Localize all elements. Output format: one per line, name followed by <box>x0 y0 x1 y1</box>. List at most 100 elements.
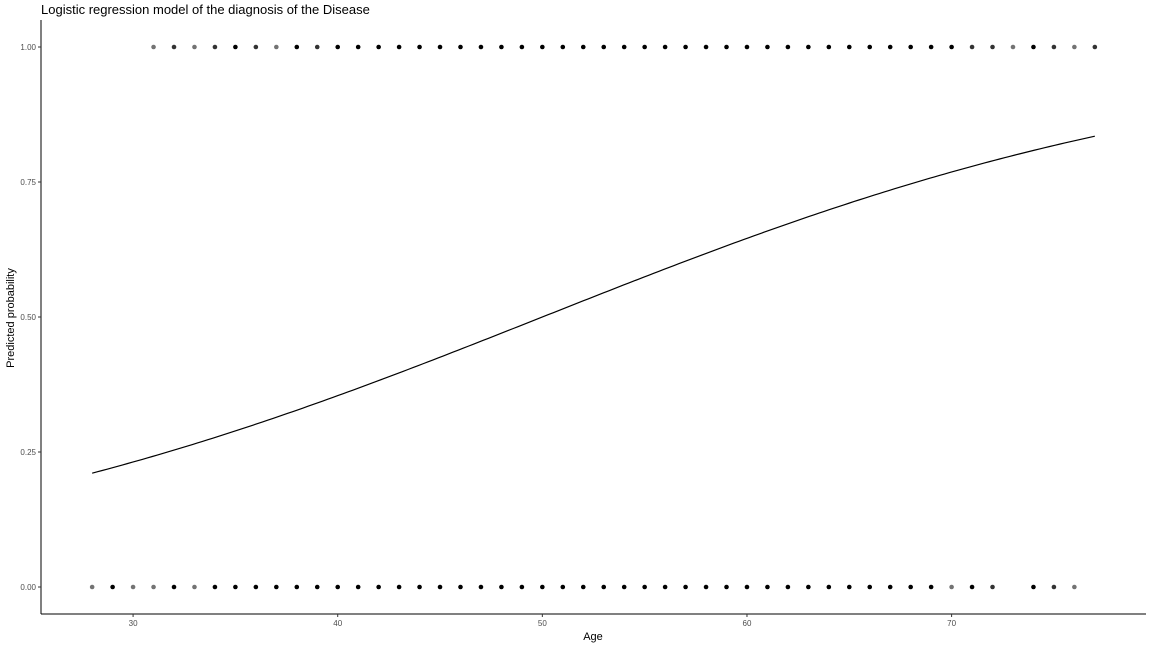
x-tick-label-40: 40 <box>333 619 342 628</box>
data-point-y1-age-51 <box>560 44 566 50</box>
data-point-y0-age-54 <box>621 584 627 590</box>
data-point-y1-age-71 <box>969 44 975 50</box>
x-axis-title: Age <box>583 631 603 643</box>
data-point-y1-age-34 <box>212 44 218 50</box>
data-point-y0-age-43 <box>396 584 402 590</box>
data-point-y0-age-59 <box>724 584 729 590</box>
data-point-y0-age-48 <box>499 584 504 590</box>
data-point-y1-age-48 <box>499 44 504 50</box>
data-point-y0-age-75 <box>1051 584 1057 590</box>
data-point-y1-age-75 <box>1051 44 1057 50</box>
data-point-y1-age-73 <box>1010 44 1016 50</box>
chart-title: Logistic regression model of the diagnos… <box>41 2 370 17</box>
data-point-y0-age-28 <box>89 584 95 590</box>
data-point-y0-age-45 <box>437 584 443 590</box>
data-point-y1-age-52 <box>580 44 586 50</box>
y-tick-label-1: 1.00 <box>20 43 36 52</box>
data-point-y1-age-39 <box>314 44 320 50</box>
data-point-y1-age-61 <box>765 44 770 50</box>
x-tick-label-60: 60 <box>743 619 752 628</box>
data-point-y1-age-42 <box>376 44 381 50</box>
data-point-y0-age-42 <box>376 584 381 590</box>
data-point-y1-age-68 <box>908 44 913 50</box>
data-point-y1-age-62 <box>785 44 791 50</box>
data-point-y0-age-38 <box>294 584 300 590</box>
data-point-y0-age-57 <box>683 584 688 590</box>
data-point-y1-age-54 <box>621 44 627 50</box>
data-point-y0-age-51 <box>560 584 566 590</box>
y-axis-title: Predicted probability <box>5 268 17 368</box>
data-point-y0-age-32 <box>171 584 177 590</box>
logistic-fit-curve <box>92 135 1095 474</box>
data-point-y0-age-62 <box>785 584 791 590</box>
data-point-y1-age-59 <box>724 44 729 50</box>
data-point-y1-age-58 <box>703 44 709 50</box>
data-point-y1-age-50 <box>540 44 545 50</box>
data-point-y1-age-33 <box>192 44 197 50</box>
data-point-y1-age-38 <box>294 44 300 50</box>
data-point-y1-age-69 <box>928 44 934 50</box>
data-point-y1-age-66 <box>867 44 873 50</box>
data-point-y1-age-35 <box>233 44 238 50</box>
data-point-y0-age-44 <box>417 584 422 590</box>
data-point-y0-age-69 <box>928 584 934 590</box>
data-point-y0-age-71 <box>969 584 975 590</box>
data-point-y1-age-64 <box>826 44 832 50</box>
data-point-y0-age-60 <box>744 584 750 590</box>
data-point-y0-age-68 <box>908 584 913 590</box>
data-point-y0-age-76 <box>1072 584 1077 590</box>
data-point-y0-age-47 <box>478 584 484 590</box>
data-point-y1-age-65 <box>846 44 852 50</box>
data-point-y1-age-55 <box>642 44 647 50</box>
x-tick-label-70: 70 <box>947 619 956 628</box>
data-point-y1-age-47 <box>478 44 484 50</box>
data-point-y1-age-44 <box>417 44 422 50</box>
data-point-y0-age-55 <box>642 584 647 590</box>
data-point-y1-age-31 <box>151 44 156 50</box>
data-point-y0-age-31 <box>151 584 156 590</box>
data-point-y0-age-53 <box>601 584 607 590</box>
data-point-y0-age-61 <box>765 584 770 590</box>
y-tick-label-0.75: 0.75 <box>20 178 36 187</box>
data-point-y0-age-40 <box>335 584 341 590</box>
y-axis-ticks: 0.00 0.25 0.50 0.75 1.00 <box>20 43 41 592</box>
data-point-y0-age-33 <box>192 584 197 590</box>
data-point-y0-age-67 <box>887 584 893 590</box>
data-point-y0-age-52 <box>580 584 586 590</box>
data-point-y1-age-41 <box>355 44 361 50</box>
data-point-y0-age-34 <box>212 584 218 590</box>
data-point-y1-age-36 <box>253 44 259 50</box>
data-point-y1-age-57 <box>683 44 688 50</box>
data-point-y1-age-46 <box>458 44 463 50</box>
data-point-y1-age-74 <box>1031 44 1036 50</box>
data-point-y0-age-65 <box>846 584 852 590</box>
data-point-y1-age-72 <box>990 44 995 50</box>
data-point-y0-age-72 <box>990 584 995 590</box>
data-point-y0-age-74 <box>1031 584 1036 590</box>
data-point-y0-age-63 <box>806 584 811 590</box>
data-point-y1-age-70 <box>949 44 954 50</box>
data-point-y1-age-45 <box>437 44 443 50</box>
data-point-y0-age-29 <box>110 584 115 590</box>
data-point-y0-age-64 <box>826 584 832 590</box>
x-axis-ticks: 30 40 50 60 70 <box>129 614 957 628</box>
data-point-y0-age-46 <box>458 584 463 590</box>
x-tick-label-50: 50 <box>538 619 547 628</box>
y-tick-label-0: 0.00 <box>20 583 36 592</box>
data-point-y0-age-39 <box>314 584 320 590</box>
data-point-y0-age-35 <box>233 584 238 590</box>
x-tick-label-30: 30 <box>129 619 138 628</box>
data-point-y0-age-36 <box>253 584 259 590</box>
data-point-y0-age-49 <box>519 584 525 590</box>
data-points <box>89 44 1098 590</box>
data-point-y1-age-49 <box>519 44 525 50</box>
data-point-y1-age-40 <box>335 44 341 50</box>
data-point-y1-age-56 <box>662 44 668 50</box>
data-point-y0-age-50 <box>540 584 545 590</box>
data-point-y0-age-70 <box>949 584 954 590</box>
data-point-y1-age-60 <box>744 44 750 50</box>
y-tick-label-0.25: 0.25 <box>20 448 36 457</box>
data-point-y1-age-53 <box>601 44 607 50</box>
data-point-y1-age-76 <box>1072 44 1077 50</box>
